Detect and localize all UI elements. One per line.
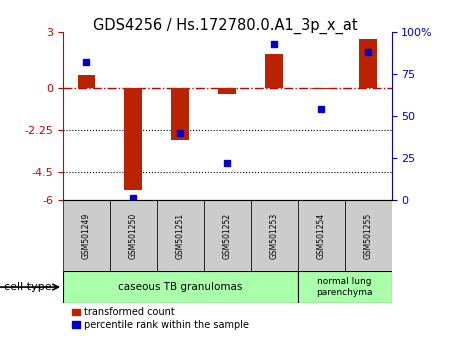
Text: cell type: cell type — [4, 282, 52, 292]
Text: GSM501249: GSM501249 — [82, 212, 91, 259]
Text: GSM501253: GSM501253 — [270, 212, 279, 259]
FancyBboxPatch shape — [297, 272, 392, 303]
Text: normal lung
parenchyma: normal lung parenchyma — [316, 278, 373, 297]
Text: caseous TB granulomas: caseous TB granulomas — [118, 282, 243, 292]
FancyBboxPatch shape — [110, 200, 157, 272]
FancyBboxPatch shape — [345, 200, 392, 272]
Text: GDS4256 / Hs.172780.0.A1_3p_x_at: GDS4256 / Hs.172780.0.A1_3p_x_at — [93, 18, 357, 34]
Legend: transformed count, percentile rank within the sample: transformed count, percentile rank withi… — [68, 303, 253, 334]
Bar — [218, 88, 236, 94]
Bar — [265, 54, 283, 88]
Bar — [77, 75, 95, 88]
Text: GSM501254: GSM501254 — [317, 212, 326, 259]
FancyBboxPatch shape — [63, 200, 110, 272]
Text: GSM501252: GSM501252 — [223, 212, 232, 259]
Bar — [312, 88, 330, 89]
Text: GSM501251: GSM501251 — [176, 212, 185, 259]
FancyBboxPatch shape — [157, 200, 204, 272]
Text: GSM501250: GSM501250 — [129, 212, 138, 259]
Text: GSM501255: GSM501255 — [364, 212, 373, 259]
FancyBboxPatch shape — [297, 200, 345, 272]
Bar — [125, 88, 142, 190]
FancyBboxPatch shape — [63, 272, 297, 303]
Bar — [359, 39, 377, 88]
FancyBboxPatch shape — [204, 200, 251, 272]
FancyBboxPatch shape — [251, 200, 297, 272]
Bar — [171, 88, 189, 140]
